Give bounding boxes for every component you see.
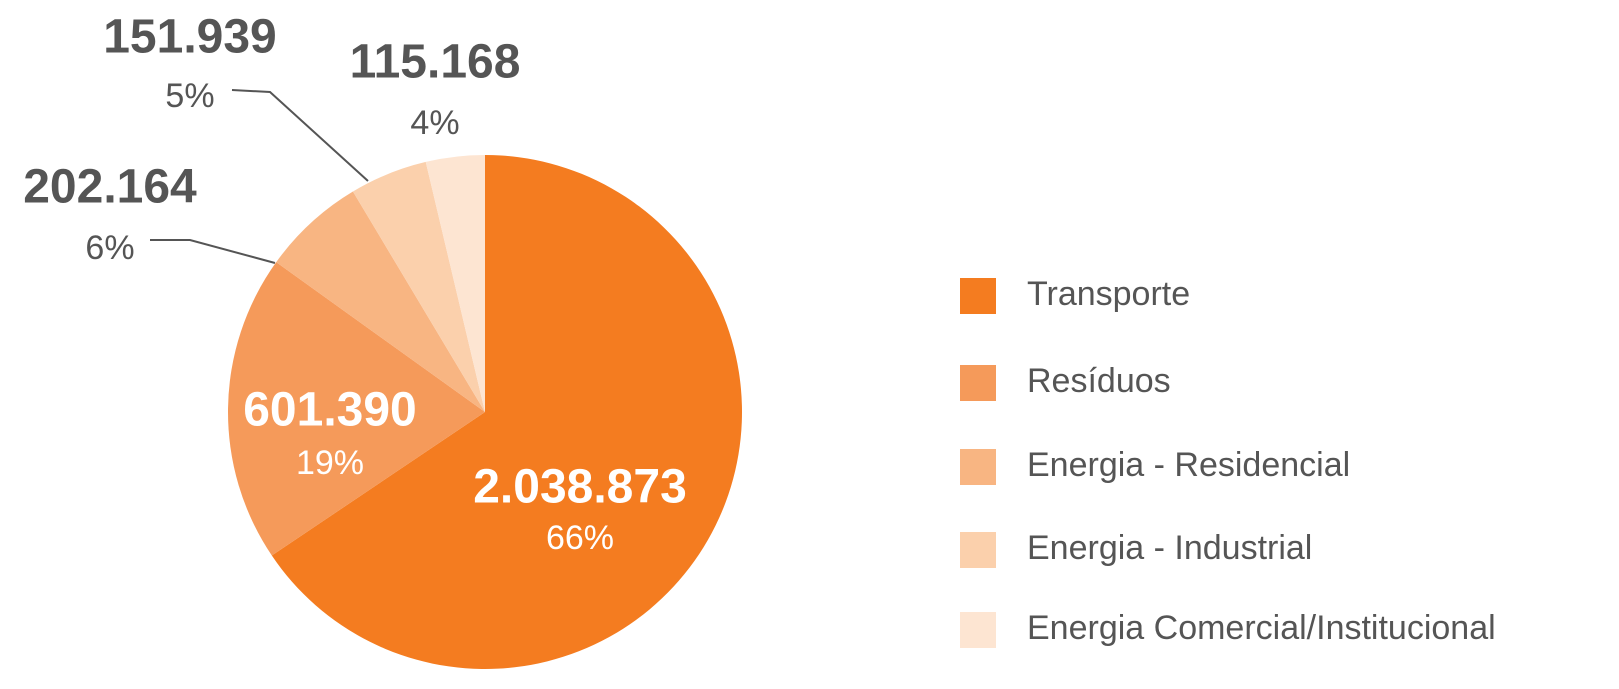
percent-label: 4%	[410, 104, 459, 142]
percent-label: 6%	[85, 229, 134, 267]
percent-label: 66%	[546, 519, 614, 557]
value-label: 2.038.873	[473, 461, 687, 514]
value-label: 202.164	[23, 161, 197, 214]
legend-label: Energia - Industrial	[1027, 529, 1312, 567]
leader-line	[231, 89, 369, 182]
legend-label: Transporte	[1027, 275, 1190, 313]
pie-slice	[227, 262, 486, 556]
value-label: 601.390	[243, 384, 417, 437]
pie-slice	[425, 155, 485, 412]
legend-swatch	[960, 278, 996, 314]
legend-swatch	[960, 449, 996, 485]
legend-label: Energia Comercial/Institucional	[1027, 609, 1496, 647]
legend-label: Energia - Residencial	[1027, 446, 1350, 484]
legend-swatch	[960, 612, 996, 648]
legend-label: Resíduos	[1027, 362, 1171, 400]
legend-swatch	[960, 532, 996, 568]
percent-label: 5%	[165, 77, 214, 115]
percent-label: 19%	[296, 444, 364, 482]
value-label: 151.939	[103, 11, 277, 64]
pie-slice	[276, 191, 485, 412]
pie-slice	[352, 161, 485, 412]
pie-slice	[271, 155, 742, 669]
legend-swatch	[960, 365, 996, 401]
value-label: 115.168	[350, 36, 521, 89]
leader-line	[150, 239, 276, 264]
